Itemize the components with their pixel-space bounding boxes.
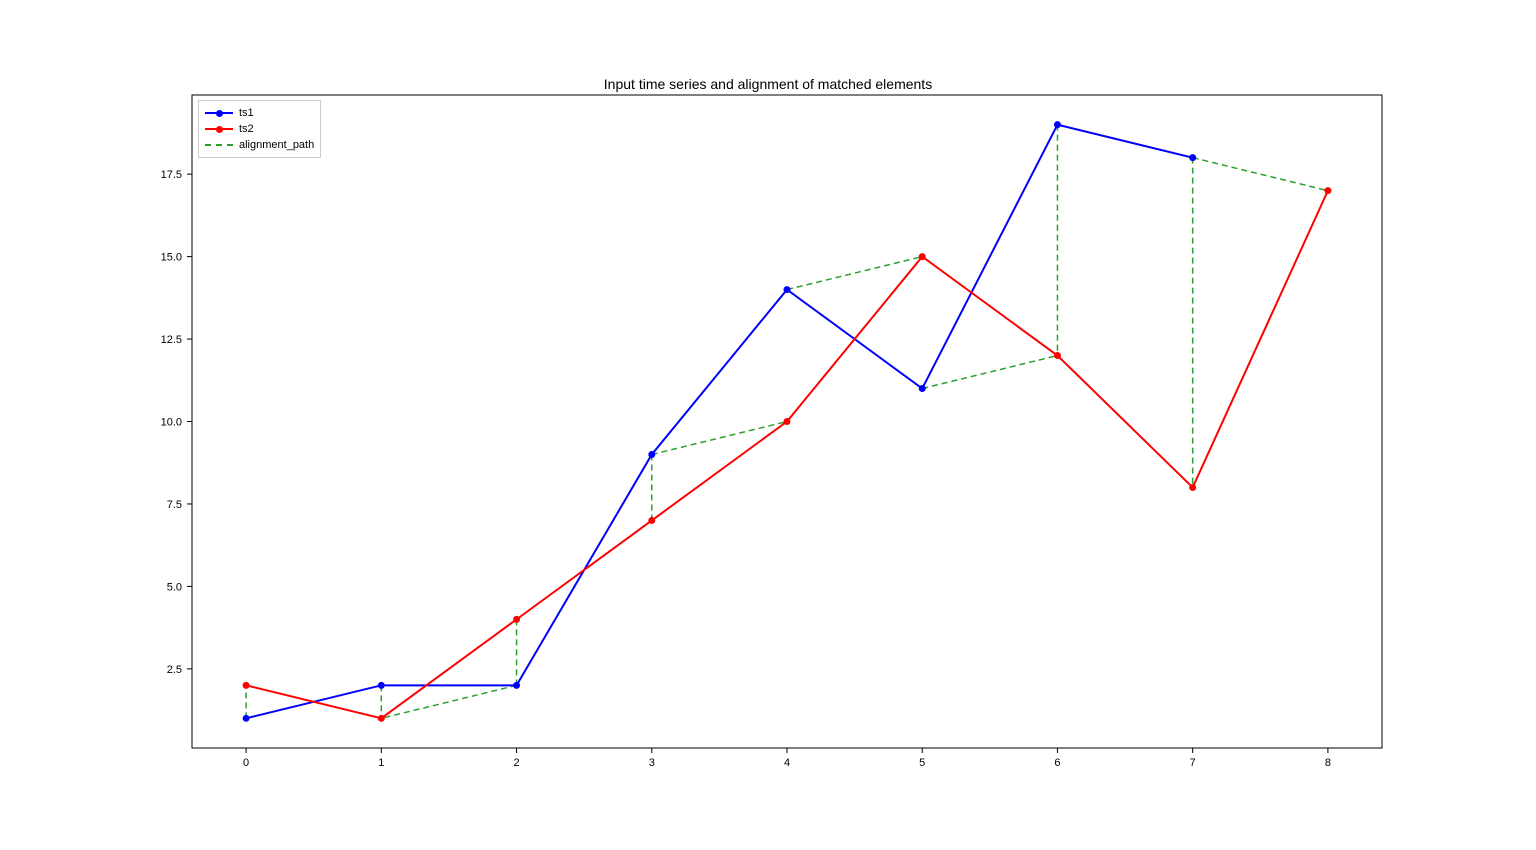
y-tick-label: 2.5 — [167, 664, 182, 676]
series-marker-ts1 — [784, 286, 791, 293]
y-tick-label: 5.0 — [167, 581, 182, 593]
legend-label: ts2 — [239, 123, 254, 135]
x-tick-label: 8 — [1325, 757, 1331, 769]
legend-item: ts1 — [205, 105, 314, 121]
legend-item: alignment_path — [205, 137, 314, 153]
series-marker-ts2 — [378, 715, 385, 722]
series-marker-ts1 — [513, 682, 520, 689]
series-marker-ts1 — [243, 715, 250, 722]
series-marker-ts2 — [1324, 187, 1331, 194]
series-marker-ts2 — [1189, 484, 1196, 491]
x-tick-label: 2 — [513, 757, 519, 769]
series-marker-ts2 — [243, 682, 250, 689]
y-tick-label: 15.0 — [161, 252, 182, 264]
x-tick-label: 4 — [784, 757, 790, 769]
x-tick-label: 7 — [1190, 757, 1196, 769]
x-tick-label: 1 — [378, 757, 384, 769]
series-marker-ts2 — [1054, 352, 1061, 359]
x-tick-label: 3 — [649, 757, 655, 769]
legend-swatch — [205, 139, 233, 151]
y-tick-label: 17.5 — [161, 169, 182, 181]
y-tick-label: 7.5 — [167, 499, 182, 511]
series-marker-ts1 — [919, 385, 926, 392]
series-marker-ts1 — [1054, 121, 1061, 128]
y-tick-label: 10.0 — [161, 417, 182, 429]
series-marker-ts2 — [513, 616, 520, 623]
legend-item: ts2 — [205, 121, 314, 137]
legend-label: alignment_path — [239, 139, 314, 151]
chart-container: Input time series and alignment of match… — [0, 0, 1536, 850]
series-marker-ts2 — [648, 517, 655, 524]
series-marker-ts1 — [378, 682, 385, 689]
x-tick-label: 0 — [243, 757, 249, 769]
legend-label: ts1 — [239, 107, 254, 119]
series-marker-ts1 — [1189, 154, 1196, 161]
legend-swatch — [205, 123, 233, 135]
legend: ts1 ts2 alignment_path — [198, 100, 321, 158]
x-tick-label: 5 — [919, 757, 925, 769]
x-tick-label: 6 — [1054, 757, 1060, 769]
legend-swatch — [205, 107, 233, 119]
series-marker-ts2 — [784, 418, 791, 425]
y-tick-label: 12.5 — [161, 334, 182, 346]
series-marker-ts1 — [648, 451, 655, 458]
series-marker-ts2 — [919, 253, 926, 260]
